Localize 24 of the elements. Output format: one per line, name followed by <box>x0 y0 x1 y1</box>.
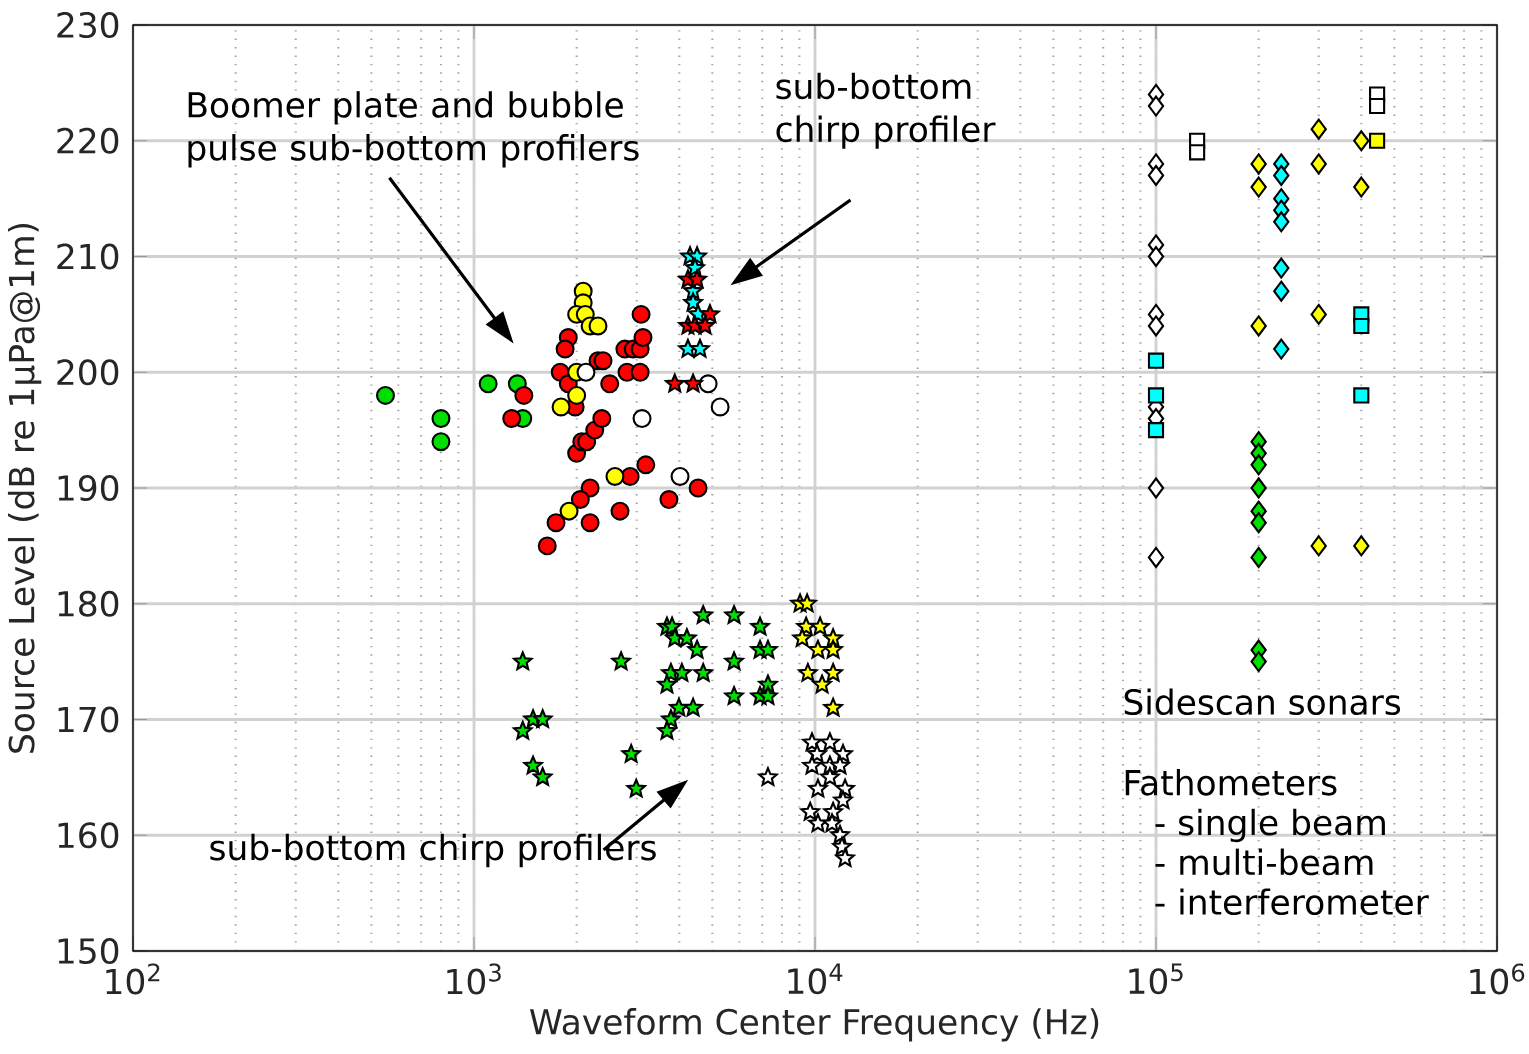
annotation: sub-bottom chirp profiler <box>776 72 996 149</box>
annotation: - single beam <box>1155 808 1385 843</box>
y-tick-label: 190 <box>58 474 119 502</box>
annotation: - multi-beam <box>1155 848 1373 876</box>
annotation: Sidescan sonars <box>1124 688 1401 716</box>
annotation: Fathometers <box>1125 768 1337 796</box>
x-axis-title: Waveform Center Frequency (Hz) <box>529 1008 1099 1042</box>
y-tick-label: 180 <box>58 590 119 617</box>
x-tick-label: 10$^{4}$ <box>788 963 843 995</box>
x-tick-label: 10$^{2}$ <box>106 963 160 995</box>
x-tick-label: 10$^{5}$ <box>1129 963 1183 995</box>
y-tick-label: 200 <box>57 359 119 386</box>
y-tick-label: 210 <box>57 243 119 270</box>
x-tick-label: 10$^{3}$ <box>447 963 501 995</box>
y-tick-label: 220 <box>57 127 119 154</box>
y-tick-label: 230 <box>57 11 119 39</box>
y-tick-label: 170 <box>58 706 119 733</box>
x-tick-label: 10$^{6}$ <box>1470 963 1525 995</box>
annotation: - interferometer <box>1155 888 1429 916</box>
annotation: Boomer plate and bubble pulse sub-bottom profilers <box>188 91 639 168</box>
y-tick-label: 160 <box>58 822 119 849</box>
y-axis-title: Source Level (dB re 1μPa@1m) <box>7 223 42 753</box>
annotation: sub-bottom chirp profilers <box>210 833 656 868</box>
y-tick-label: 150 <box>58 937 119 965</box>
